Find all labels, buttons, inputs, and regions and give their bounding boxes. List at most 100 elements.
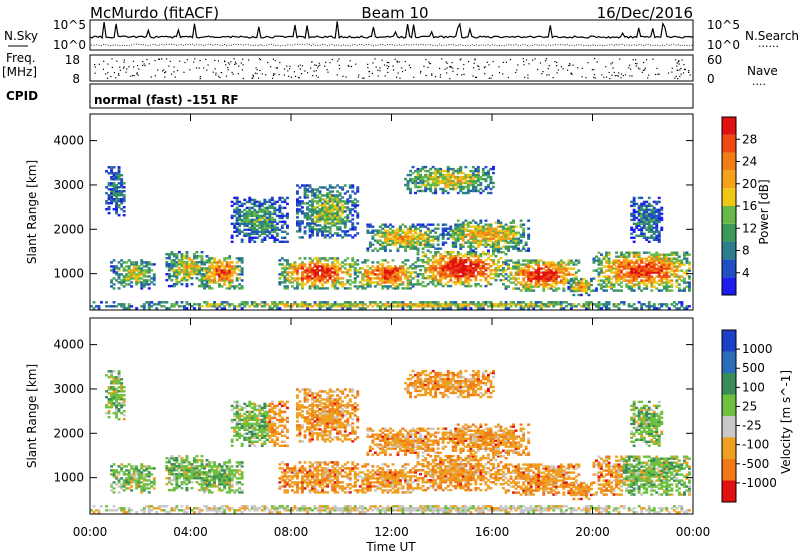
power-cell [552, 261, 556, 264]
power-cell [504, 303, 508, 306]
power-cell [107, 198, 111, 201]
power-cell [228, 267, 232, 270]
power-cell [245, 228, 249, 231]
freq-dot [525, 59, 528, 61]
power-cell [499, 257, 503, 260]
power-cell [394, 239, 397, 242]
power-cell [260, 204, 264, 208]
power-cell [627, 271, 631, 274]
power-cell [665, 263, 669, 266]
power-cell [449, 175, 453, 179]
power-cell [311, 212, 314, 215]
power-cell [215, 281, 219, 284]
power-cell [170, 267, 174, 270]
freq-dot [165, 71, 167, 73]
power-cell [321, 305, 324, 308]
power-cell [170, 305, 174, 308]
power-cell [429, 259, 433, 262]
power-cell [238, 257, 242, 260]
power-cell [436, 239, 440, 242]
power-cell [198, 303, 201, 306]
power-cell [464, 271, 468, 274]
power-cell [223, 271, 227, 274]
power-cell [248, 218, 252, 222]
power-cell [615, 261, 618, 264]
power-cell [381, 243, 385, 246]
power-cell [637, 228, 641, 231]
power-cell [323, 198, 327, 201]
power-cell [296, 212, 299, 215]
power-cell [517, 277, 520, 280]
power-cell [404, 249, 407, 252]
power-cell [296, 200, 299, 203]
power-cell [554, 283, 558, 286]
power-cell [409, 241, 412, 244]
power-cell [323, 220, 327, 223]
power-cell [381, 271, 385, 274]
power-cell [308, 279, 312, 282]
freq-dot [446, 67, 448, 69]
power-cell [348, 228, 352, 231]
freq-dot [367, 67, 369, 69]
power-cell [499, 247, 503, 250]
power-cell [456, 259, 460, 262]
power-cell [301, 275, 304, 278]
power-cell [497, 239, 500, 242]
power-cell [401, 281, 405, 284]
power-cell [464, 173, 468, 177]
power-cell [180, 283, 184, 286]
power-cell [459, 237, 463, 240]
power-cell [250, 214, 254, 218]
power-cell [645, 305, 649, 308]
power-cell [311, 228, 314, 231]
power-cell [547, 269, 551, 272]
power-cell [122, 269, 126, 272]
power-cell [655, 267, 659, 270]
power-cell [399, 233, 402, 236]
freq-dot [611, 74, 613, 76]
power-cell [456, 167, 460, 171]
power-cell [306, 275, 309, 278]
power-cell [210, 275, 214, 278]
power-cell [376, 269, 380, 272]
power-cell [665, 281, 669, 284]
power-cell [419, 269, 422, 272]
power-cell [336, 265, 340, 268]
power-cell [384, 303, 387, 306]
power-cell [306, 188, 309, 191]
power-cell [326, 265, 330, 268]
power-cell [650, 279, 654, 282]
power-cell [240, 218, 244, 222]
power-cell [391, 235, 395, 238]
power-cell [343, 206, 347, 209]
power-cell [218, 285, 221, 288]
power-cell [328, 186, 332, 189]
freq-dot [122, 67, 124, 69]
power-cell [502, 271, 505, 274]
power-cell [461, 223, 465, 226]
power-cell [296, 305, 299, 308]
power-cell [308, 263, 312, 266]
power-cell [602, 305, 606, 308]
power-cell [449, 173, 453, 177]
power-cell [637, 212, 641, 216]
freq-dot [636, 63, 638, 65]
power-cell [464, 229, 468, 232]
power-cell [193, 261, 196, 264]
power-cell [476, 257, 480, 260]
power-cell [185, 283, 189, 286]
power-cell [419, 231, 422, 234]
power-cell [135, 283, 139, 286]
power-cell [479, 305, 483, 308]
power-cell [333, 200, 337, 203]
power-cell [647, 255, 651, 258]
power-cell [265, 224, 269, 227]
power-cell [549, 271, 553, 274]
freq-dot [115, 77, 117, 79]
power-cell [632, 253, 636, 256]
power-cell [265, 220, 269, 223]
power-cell [574, 281, 578, 285]
freq-dot [347, 64, 349, 67]
power-cell [471, 173, 475, 177]
power-cell [120, 178, 124, 181]
